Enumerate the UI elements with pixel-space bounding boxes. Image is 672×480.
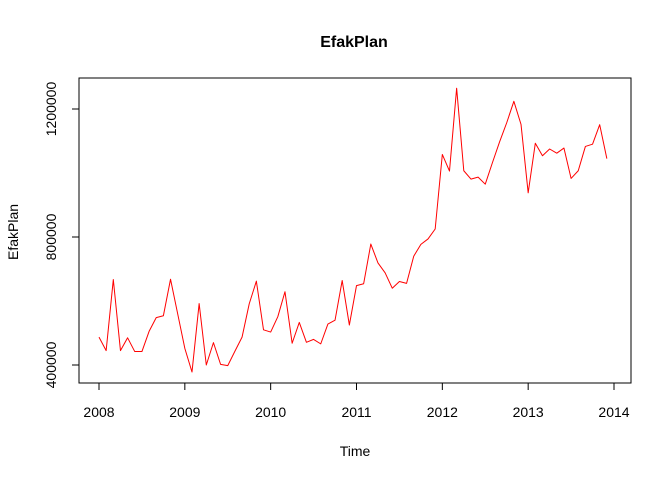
x-axis-label: Time bbox=[340, 443, 371, 459]
x-tick-label: 2013 bbox=[513, 404, 544, 420]
y-tick-label: 1200000 bbox=[43, 82, 59, 137]
series-layer bbox=[98, 87, 608, 373]
y-tick-label: 400000 bbox=[43, 341, 59, 388]
x-tick-label: 2009 bbox=[169, 404, 200, 420]
x-tick-label: 2011 bbox=[341, 404, 371, 420]
x-tick-label: 2008 bbox=[83, 404, 114, 420]
plot-area-border bbox=[78, 77, 632, 384]
y-axis-label: EfakPlan bbox=[5, 204, 21, 260]
series-line bbox=[98, 87, 608, 373]
chart-title: EfakPlan bbox=[320, 34, 388, 51]
x-axis: 2008 2009 2010 2011 2012 2013 2014 bbox=[83, 382, 630, 420]
x-tick-label: 2012 bbox=[427, 404, 458, 420]
y-tick-label: 800000 bbox=[43, 213, 59, 260]
x-tick-label: 2010 bbox=[255, 404, 286, 420]
x-tick-label: 2014 bbox=[598, 404, 629, 420]
y-axis: 400000 800000 1200000 bbox=[43, 82, 80, 388]
